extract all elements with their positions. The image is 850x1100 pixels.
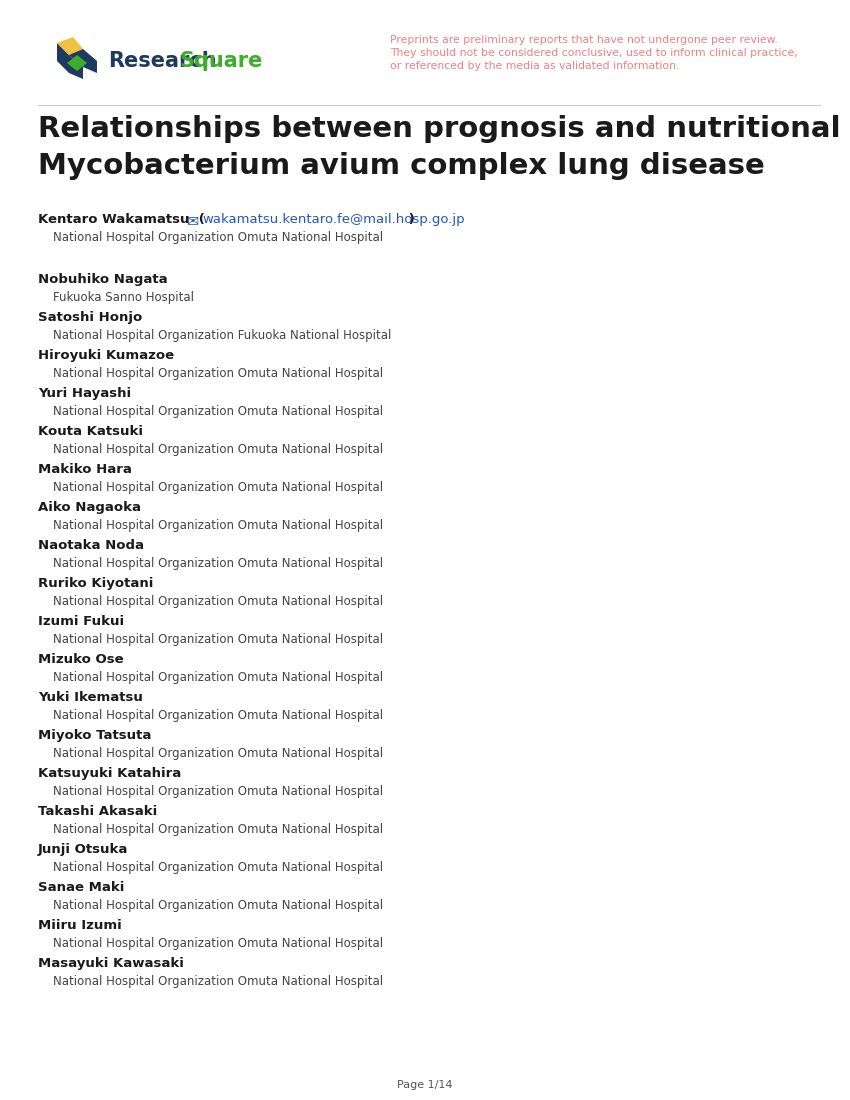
Text: They should not be considered conclusive, used to inform clinical practice,: They should not be considered conclusive…: [390, 48, 798, 58]
Text: Katsuyuki Katahira: Katsuyuki Katahira: [38, 767, 181, 780]
Text: National Hospital Organization Omuta National Hospital: National Hospital Organization Omuta Nat…: [53, 231, 383, 244]
Text: National Hospital Organization Omuta National Hospital: National Hospital Organization Omuta Nat…: [53, 557, 383, 570]
Text: National Hospital Organization Omuta National Hospital: National Hospital Organization Omuta Nat…: [53, 710, 383, 722]
Text: Yuki Ikematsu: Yuki Ikematsu: [38, 691, 143, 704]
Text: ): ): [404, 213, 415, 226]
Text: National Hospital Organization Omuta National Hospital: National Hospital Organization Omuta Nat…: [53, 671, 383, 684]
Text: Satoshi Honjo: Satoshi Honjo: [38, 311, 142, 324]
Text: National Hospital Organization Omuta National Hospital: National Hospital Organization Omuta Nat…: [53, 405, 383, 418]
Text: National Hospital Organization Omuta National Hospital: National Hospital Organization Omuta Nat…: [53, 519, 383, 532]
Text: National Hospital Organization Omuta National Hospital: National Hospital Organization Omuta Nat…: [53, 367, 383, 380]
Text: Takashi Akasaki: Takashi Akasaki: [38, 805, 157, 818]
Text: Makiko Hara: Makiko Hara: [38, 463, 132, 476]
Text: Kouta Katsuki: Kouta Katsuki: [38, 425, 143, 438]
Text: Square: Square: [180, 51, 264, 72]
Text: National Hospital Organization Omuta National Hospital: National Hospital Organization Omuta Nat…: [53, 823, 383, 836]
Text: Yuri Hayashi: Yuri Hayashi: [38, 387, 131, 400]
Polygon shape: [57, 43, 83, 79]
Text: National Hospital Organization Omuta National Hospital: National Hospital Organization Omuta Nat…: [53, 861, 383, 875]
Text: National Hospital Organization Omuta National Hospital: National Hospital Organization Omuta Nat…: [53, 937, 383, 950]
Text: Page 1/14: Page 1/14: [397, 1080, 453, 1090]
Text: Relationships between prognosis and nutritional intake of: Relationships between prognosis and nutr…: [38, 116, 850, 143]
Text: Sanae Maki: Sanae Maki: [38, 881, 124, 894]
Text: Mycobacterium avium complex lung disease: Mycobacterium avium complex lung disease: [38, 152, 765, 180]
Text: Fukuoka Sanno Hospital: Fukuoka Sanno Hospital: [53, 292, 194, 304]
Text: National Hospital Organization Omuta National Hospital: National Hospital Organization Omuta Nat…: [53, 481, 383, 494]
Text: National Hospital Organization Fukuoka National Hospital: National Hospital Organization Fukuoka N…: [53, 329, 391, 342]
Polygon shape: [69, 50, 97, 73]
Text: Kentaro Wakamatsu  (: Kentaro Wakamatsu (: [38, 213, 209, 226]
Text: National Hospital Organization Omuta National Hospital: National Hospital Organization Omuta Nat…: [53, 975, 383, 988]
Text: Miiru Izumi: Miiru Izumi: [38, 918, 122, 932]
Text: National Hospital Organization Omuta National Hospital: National Hospital Organization Omuta Nat…: [53, 443, 383, 456]
Polygon shape: [57, 37, 83, 55]
Text: Masayuki Kawasaki: Masayuki Kawasaki: [38, 957, 184, 970]
Text: Research: Research: [108, 51, 217, 72]
Text: National Hospital Organization Omuta National Hospital: National Hospital Organization Omuta Nat…: [53, 747, 383, 760]
Text: Ruriko Kiyotani: Ruriko Kiyotani: [38, 578, 153, 590]
Text: Junji Otsuka: Junji Otsuka: [38, 843, 128, 856]
Text: Preprints are preliminary reports that have not undergone peer review.: Preprints are preliminary reports that h…: [390, 35, 778, 45]
Text: National Hospital Organization Omuta National Hospital: National Hospital Organization Omuta Nat…: [53, 595, 383, 608]
Text: National Hospital Organization Omuta National Hospital: National Hospital Organization Omuta Nat…: [53, 632, 383, 646]
Text: National Hospital Organization Omuta National Hospital: National Hospital Organization Omuta Nat…: [53, 899, 383, 912]
Text: wakamatsu.kentaro.fe@mail.hosp.go.jp: wakamatsu.kentaro.fe@mail.hosp.go.jp: [202, 213, 465, 226]
Text: ✉: ✉: [186, 213, 198, 228]
Text: Aiko Nagaoka: Aiko Nagaoka: [38, 500, 141, 514]
Text: Mizuko Ose: Mizuko Ose: [38, 653, 123, 666]
Polygon shape: [67, 55, 87, 72]
Text: National Hospital Organization Omuta National Hospital: National Hospital Organization Omuta Nat…: [53, 785, 383, 798]
Text: Nobuhiko Nagata: Nobuhiko Nagata: [38, 273, 167, 286]
Text: Naotaka Noda: Naotaka Noda: [38, 539, 144, 552]
Text: Hiroyuki Kumazoe: Hiroyuki Kumazoe: [38, 349, 174, 362]
Text: Miyoko Tatsuta: Miyoko Tatsuta: [38, 729, 151, 743]
Text: Izumi Fukui: Izumi Fukui: [38, 615, 124, 628]
Text: or referenced by the media as validated information.: or referenced by the media as validated …: [390, 60, 679, 72]
